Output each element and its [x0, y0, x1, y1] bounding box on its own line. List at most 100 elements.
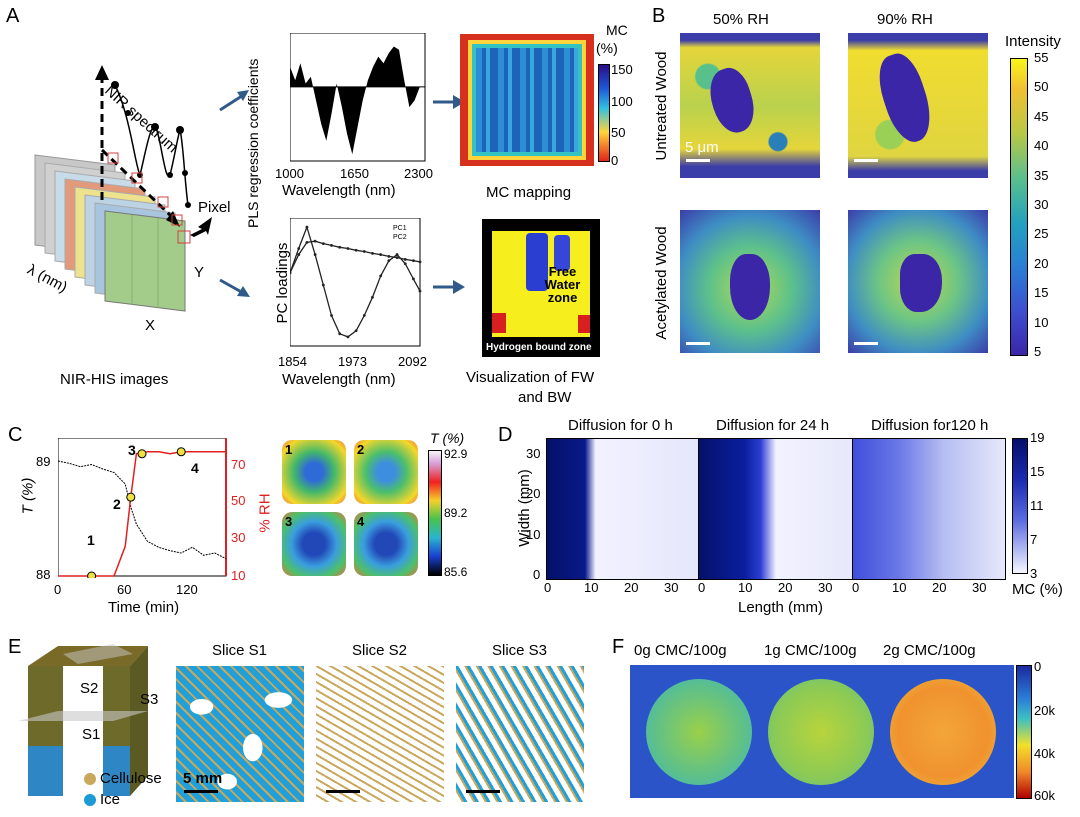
pixel-arrow — [190, 217, 212, 237]
pc-legend-1: PC1 — [393, 225, 407, 232]
e-model-label-s1: S1 — [82, 726, 101, 743]
free-water-label: Free Water zone — [544, 264, 581, 305]
pc-point — [290, 271, 292, 275]
c-ylabel-right: % RH — [256, 493, 274, 533]
c-map-colorbar — [428, 450, 442, 576]
c-point-2: 2 — [113, 496, 121, 512]
c-point-4: 4 — [191, 460, 199, 476]
pc-point — [362, 250, 366, 253]
pc-legend-2: PC2 — [393, 234, 407, 241]
b-map-untreated-90 — [848, 33, 988, 178]
pls-series-area — [290, 46, 425, 155]
fw-map — [482, 219, 600, 357]
b-map-untreated-50 — [680, 33, 820, 178]
c-map-tick-1: 92.9 — [444, 447, 468, 461]
pc-point — [395, 253, 399, 256]
e-legend-cellulose: Cellulose — [100, 770, 162, 787]
pc-point — [330, 244, 333, 247]
pls-chart — [290, 33, 426, 162]
d-xtick: 20 — [778, 580, 793, 595]
x-axis-label: X — [145, 317, 156, 334]
mc-map-tick-100: 100 — [611, 94, 633, 109]
c-map-1 — [282, 440, 346, 504]
c-point-3: 3 — [128, 442, 136, 458]
f-disc-0g — [646, 679, 752, 785]
arrows-a — [219, 90, 465, 297]
pc-point — [412, 259, 415, 263]
c-map-tick-2: 89.2 — [444, 506, 468, 520]
b-col-50rh: 50% RH — [713, 11, 769, 28]
f-title-2g: 2g CMC/100g — [883, 642, 976, 659]
pls-ylabel: PLS regression coefficients — [245, 58, 261, 228]
hsi-stack — [34, 154, 186, 312]
d-cbar-tick: 11 — [1030, 498, 1044, 513]
panel-letter-e: E — [8, 636, 22, 658]
pc-point — [305, 225, 309, 229]
mc-mapping-caption: MC mapping — [486, 184, 572, 201]
d-ytick-30: 30 — [526, 446, 541, 461]
e-slice-s2 — [316, 666, 444, 802]
b-cbar-tick: 50 — [1034, 79, 1049, 95]
b-row-untreated: Untreated Wood — [653, 51, 670, 161]
d-cbar-ticks: 19 15 11 7 3 — [1030, 430, 1070, 581]
f-cbar-tick-60k: 60k — [1034, 788, 1055, 803]
f-colorbar — [1016, 665, 1032, 799]
d-colorbar — [1012, 438, 1028, 574]
b-cbar-tick: 30 — [1034, 197, 1049, 212]
d-ytick-0: 0 — [533, 567, 541, 582]
pc-point — [371, 295, 374, 299]
e-slice-title-s1: Slice S1 — [212, 642, 268, 659]
d-ytick-20: 20 — [526, 486, 541, 501]
c-map-label-3: 3 — [285, 514, 293, 529]
pc-point — [346, 247, 350, 250]
pc-xlabel: Wavelength (nm) — [282, 371, 396, 388]
pc-point — [362, 314, 366, 317]
pc-point — [412, 277, 415, 281]
d-xtick: 20 — [932, 580, 947, 595]
d-xlabel: Length (mm) — [738, 599, 824, 616]
mc-map-tick-0: 0 — [611, 153, 619, 168]
pls-tick-1650: 1650 — [340, 166, 369, 181]
pls-tick-1000: 1000 — [275, 166, 304, 181]
e-model-label-s3: S3 — [140, 691, 159, 708]
pc-point — [346, 335, 350, 339]
d-xtick: 0 — [544, 580, 552, 595]
d-map-24h — [698, 438, 854, 580]
mc-map — [460, 34, 594, 166]
e-legend-ice-dot — [84, 794, 96, 806]
c-ytick-89: 89 — [36, 454, 51, 469]
b-cbar-tick: 15 — [1034, 285, 1049, 301]
b-cbar-tick: 35 — [1034, 167, 1049, 183]
b-colorbar — [1010, 58, 1028, 356]
d-title-0h: Diffusion for 0 h — [568, 417, 673, 434]
f-disc-2g — [890, 679, 996, 785]
d-map-120h — [852, 438, 1006, 580]
c-ylabel-left: T (%) — [19, 477, 37, 515]
hsi-caption: NIR-HIS images — [60, 371, 169, 388]
d-xtick: 0 — [852, 580, 860, 595]
pc-chart — [290, 218, 422, 347]
b-cbar-tick: 20 — [1034, 255, 1049, 271]
c-series-rh — [58, 451, 226, 577]
pc-point — [379, 253, 383, 256]
pc-point — [403, 258, 407, 261]
fw-caption-2: and BW — [518, 389, 572, 406]
panel-letter-c: C — [8, 424, 23, 446]
d-xtick: 20 — [624, 580, 639, 595]
c-map-label-1: 1 — [285, 442, 293, 457]
pls-xlabel: Wavelength (nm) — [282, 182, 396, 199]
c-map-label-2: 2 — [357, 442, 365, 457]
b-scalebar-label: 5 μm — [685, 139, 719, 156]
mc-map-unit: MC — [606, 22, 628, 38]
c-marker-2 — [126, 492, 136, 502]
c-marker-1 — [87, 571, 97, 578]
pc-point — [338, 245, 342, 249]
b-cbar-tick: 10 — [1034, 314, 1049, 330]
e-legend-cellulose-dot — [84, 773, 96, 785]
e-3d-model — [18, 644, 148, 796]
b-map-acetylated-90 — [848, 210, 988, 353]
pc-tick-2092: 2092 — [398, 354, 427, 369]
d-cbar-tick: 7 — [1030, 532, 1038, 547]
pc-series-pc2 — [290, 240, 421, 274]
pc-point — [379, 274, 383, 278]
